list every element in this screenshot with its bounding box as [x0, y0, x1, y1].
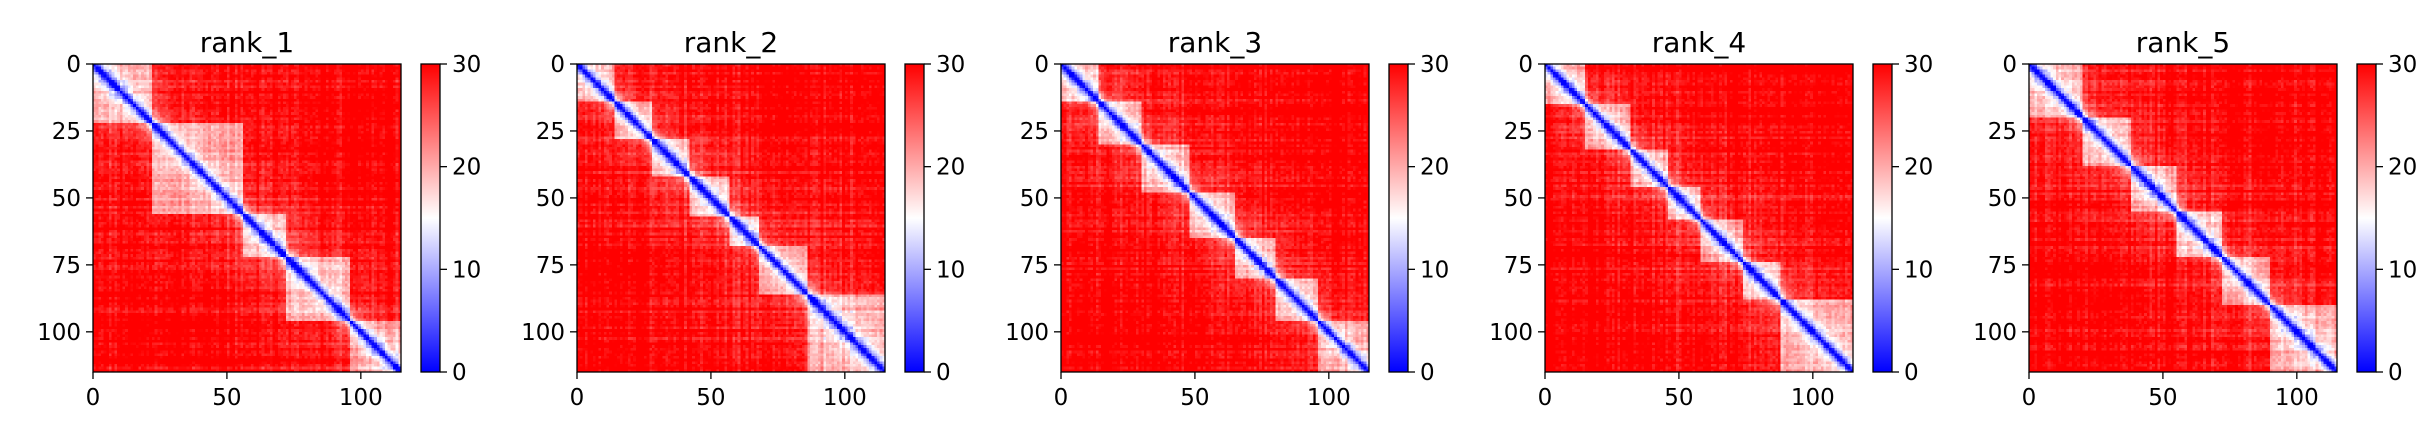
panel-rank_1: rank_1 0 50 100 0 25 50 75 100 0 10 20 30	[37, 26, 481, 411]
y-tick-label: 25	[52, 119, 81, 145]
y-tick-label: 0	[550, 52, 565, 78]
y-tick-label: 75	[1020, 253, 1049, 279]
colorbar-tick-label: 0	[2388, 360, 2403, 386]
colorbar-tick-label: 0	[936, 360, 951, 386]
colorbar-tick-label: 30	[452, 52, 481, 78]
x-tick-label: 100	[1791, 385, 1835, 411]
x-tick-label: 100	[339, 385, 383, 411]
x-tick-label: 100	[1307, 385, 1351, 411]
axes-frame	[2028, 63, 2338, 373]
axes-frame	[1060, 63, 1370, 373]
y-tick-label: 0	[2002, 52, 2017, 78]
heatmap-image	[93, 64, 401, 372]
x-tick-label: 0	[2022, 385, 2037, 411]
x-tick-label: 0	[86, 385, 101, 411]
colorbar-tick-label: 10	[1904, 257, 1933, 283]
colorbar-tick-label: 10	[1420, 257, 1449, 283]
panel-rank_3: rank_3 0 50 100 0 25 50 75 100 0 10 20 30	[1005, 26, 1449, 411]
colorbar-tick-label: 10	[2388, 257, 2417, 283]
colorbar-tick-label: 20	[452, 155, 481, 181]
colorbar-tick-label: 20	[1904, 155, 1933, 181]
heatmap-image	[1545, 64, 1853, 372]
colorbar	[2356, 63, 2377, 373]
colorbar	[1872, 63, 1893, 373]
panel-rank_5: rank_5 0 50 100 0 25 50 75 100 0 10 20 30	[1973, 26, 2417, 411]
x-tick-label: 100	[2275, 385, 2319, 411]
heatmap-image	[2029, 64, 2337, 372]
x-tick-label: 0	[1054, 385, 1069, 411]
colorbar-tick-label: 10	[452, 257, 481, 283]
y-tick-label: 0	[1518, 52, 1533, 78]
y-tick-label: 0	[1034, 52, 1049, 78]
y-tick-label: 75	[536, 253, 565, 279]
x-tick-label: 50	[696, 385, 725, 411]
heatmap-image	[1061, 64, 1369, 372]
y-tick-label: 25	[1020, 119, 1049, 145]
panel-rank_2: rank_2 0 50 100 0 25 50 75 100 0 10 20 30	[521, 26, 965, 411]
y-tick-label: 75	[1988, 253, 2017, 279]
y-tick-label: 50	[1988, 186, 2017, 212]
colorbar-tick-label: 0	[1904, 360, 1919, 386]
colorbar-tick-label: 30	[1904, 52, 1933, 78]
x-tick-label: 50	[2148, 385, 2177, 411]
x-tick-label: 0	[1538, 385, 1553, 411]
colorbar-tick-label: 10	[936, 257, 965, 283]
colorbar-tick-label: 20	[1420, 155, 1449, 181]
panel-title: rank_3	[1168, 26, 1262, 59]
colorbar	[904, 63, 925, 373]
colorbar	[1388, 63, 1409, 373]
axes-frame	[1544, 63, 1854, 373]
colorbar-tick-label: 20	[2388, 155, 2417, 181]
colorbar-tick-label: 0	[452, 360, 467, 386]
x-tick-label: 50	[1664, 385, 1693, 411]
colorbar	[420, 63, 441, 373]
panel-rank_4: rank_4 0 50 100 0 25 50 75 100 0 10 20 30	[1489, 26, 1933, 411]
x-tick-label: 50	[212, 385, 241, 411]
panel-title: rank_4	[1652, 26, 1746, 59]
colorbar-tick-label: 30	[936, 52, 965, 78]
y-tick-label: 25	[1988, 119, 2017, 145]
x-tick-label: 100	[823, 385, 867, 411]
colorbar-tick-label: 20	[936, 155, 965, 181]
heatmap-image	[577, 64, 885, 372]
axes-frame	[576, 63, 886, 373]
y-tick-label: 50	[1504, 186, 1533, 212]
y-tick-label: 75	[1504, 253, 1533, 279]
y-tick-label: 25	[1504, 119, 1533, 145]
y-tick-label: 50	[52, 186, 81, 212]
colorbar-tick-label: 0	[1420, 360, 1435, 386]
axes-frame	[92, 63, 402, 373]
panel-title: rank_5	[2136, 26, 2230, 59]
y-tick-label: 100	[1005, 320, 1049, 346]
panel-title: rank_1	[200, 26, 294, 59]
panel-title: rank_2	[684, 26, 778, 59]
y-tick-label: 100	[521, 320, 565, 346]
y-tick-label: 100	[1973, 320, 2017, 346]
colorbar-tick-label: 30	[1420, 52, 1449, 78]
y-tick-label: 25	[536, 119, 565, 145]
y-tick-label: 50	[1020, 186, 1049, 212]
x-tick-label: 50	[1180, 385, 1209, 411]
y-tick-label: 0	[66, 52, 81, 78]
y-tick-label: 100	[1489, 320, 1533, 346]
colorbar-tick-label: 30	[2388, 52, 2417, 78]
y-tick-label: 75	[52, 253, 81, 279]
x-tick-label: 0	[570, 385, 585, 411]
y-tick-label: 100	[37, 320, 81, 346]
y-tick-label: 50	[536, 186, 565, 212]
